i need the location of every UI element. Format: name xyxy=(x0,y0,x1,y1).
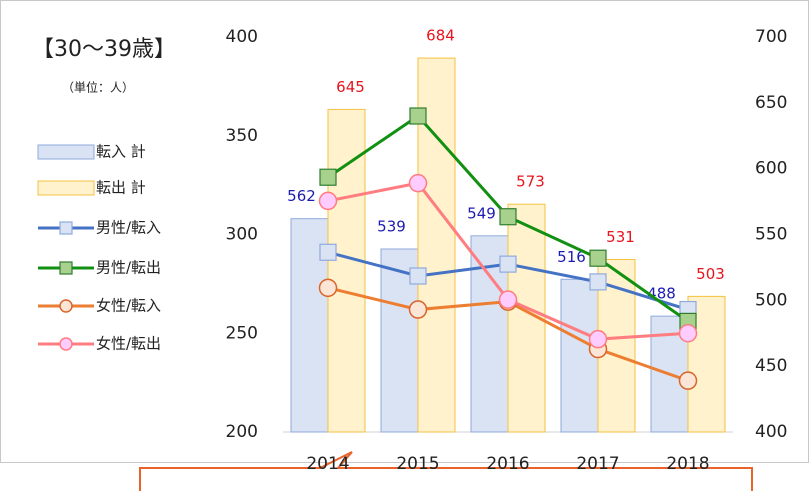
value-label: 645 xyxy=(336,78,365,96)
line-marker xyxy=(589,249,607,267)
x-tick-label: 2016 xyxy=(486,454,529,474)
x-tick-label: 2015 xyxy=(396,454,439,474)
value-label: 573 xyxy=(516,173,545,191)
callout-box xyxy=(139,451,753,491)
y2-tick-label: 550 xyxy=(755,225,787,245)
y-tick-label: 200 xyxy=(226,422,258,442)
line-marker xyxy=(678,371,698,390)
legend-marker xyxy=(59,337,73,351)
line-marker xyxy=(498,290,518,309)
legend-swatch xyxy=(37,144,95,160)
line-marker xyxy=(589,273,607,291)
value-label: 684 xyxy=(426,27,455,45)
line-marker xyxy=(409,267,427,285)
value-label: 531 xyxy=(606,228,635,246)
line-marker xyxy=(408,173,428,193)
y-tick-label: 250 xyxy=(226,323,258,343)
legend-label: 女性/転入 xyxy=(96,297,161,315)
line-marker xyxy=(319,168,337,186)
value-label: 516 xyxy=(557,248,586,266)
value-label: 549 xyxy=(467,204,496,222)
legend-swatch xyxy=(37,180,95,196)
y-tick-label: 300 xyxy=(226,225,258,245)
line-marker xyxy=(318,278,338,298)
x-tick-label: 2014 xyxy=(306,454,349,474)
line-marker xyxy=(318,191,338,211)
line-marker xyxy=(678,324,698,343)
y2-tick-label: 500 xyxy=(755,290,787,310)
x-tick-label: 2017 xyxy=(576,454,619,474)
y-tick-label: 350 xyxy=(226,126,258,146)
line-marker xyxy=(409,107,427,125)
line-marker xyxy=(408,300,428,319)
y2-tick-label: 600 xyxy=(755,159,787,179)
legend-marker xyxy=(59,221,73,235)
legend-label: 男性/転出 xyxy=(96,259,161,277)
legend-label: 転出 計 xyxy=(96,179,146,197)
y2-tick-label: 450 xyxy=(755,356,787,376)
bar xyxy=(327,108,366,433)
value-label: 539 xyxy=(377,217,406,235)
value-label: 562 xyxy=(287,187,316,205)
legend-marker xyxy=(59,299,73,313)
chart-title: 【30～39歳】 xyxy=(32,37,176,62)
y2-tick-label: 650 xyxy=(755,93,787,113)
line-marker xyxy=(319,243,337,261)
x-tick-label: 2018 xyxy=(666,454,709,474)
y-tick-label: 400 xyxy=(226,27,258,47)
legend-label: 女性/転出 xyxy=(96,335,161,353)
line-marker xyxy=(588,329,608,349)
legend-label: 男性/転入 xyxy=(96,219,161,237)
legend-marker xyxy=(59,261,73,275)
line-marker xyxy=(499,208,517,226)
y2-tick-label: 400 xyxy=(755,422,787,442)
legend-label: 転入 計 xyxy=(96,143,146,161)
y2-tick-label: 700 xyxy=(755,27,787,47)
value-label: 503 xyxy=(696,265,725,283)
line-marker xyxy=(499,255,517,273)
chart-subtitle: （単位：人） xyxy=(62,80,134,95)
